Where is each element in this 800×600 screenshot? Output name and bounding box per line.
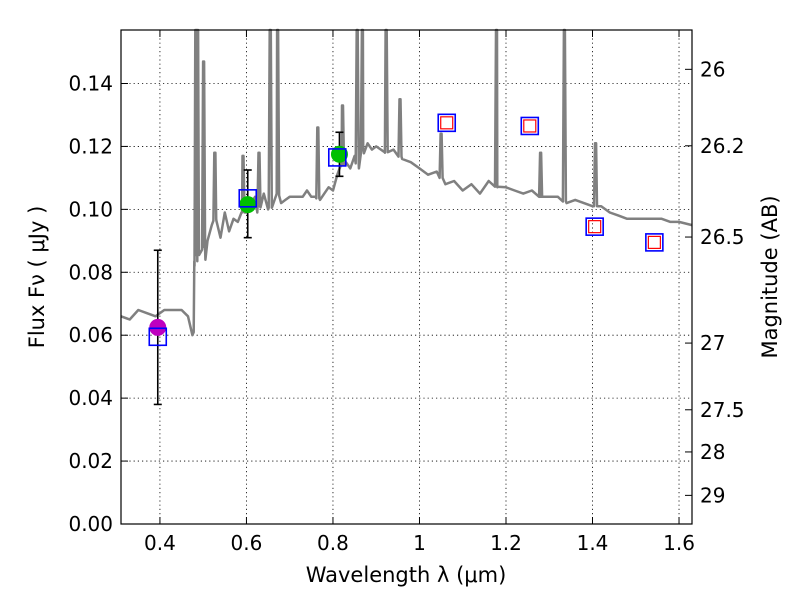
red-square-points [440,116,661,249]
y-tick-label: 0.04 [68,386,113,410]
x-tick-label: 1.4 [577,531,609,555]
x-tick-label: 0.8 [317,531,349,555]
y-tick-label: 0.06 [68,323,113,347]
model-spectrum [120,28,693,337]
model-square [520,116,540,136]
model-square [585,217,604,236]
red-square [523,119,537,133]
x-tick-labels: 0.4 0.6 0.8 1 1.2 1.4 1.6 [144,531,695,555]
x-tick-label: 1.2 [490,531,522,555]
y-tick-label: 0.02 [68,449,113,473]
y2-tick-label: 29 [700,483,725,507]
y2-tick-labels: 26 26.2 26.5 27 27.5 28 29 [700,57,745,507]
model-square [238,189,258,208]
y2-tick-label: 27 [700,331,725,355]
y2-tick-label: 27.5 [700,398,745,422]
y-tick-label: 0.10 [68,197,113,221]
y-tick-label: 0.14 [68,71,113,95]
observed-points [149,145,348,336]
axis-ticks [121,30,692,525]
error-bars [153,131,344,406]
red-square [588,220,602,234]
spectrum-line [120,28,693,337]
model-photometry-points [148,113,664,347]
y2-axis-label: Magnitude (AB) [758,195,782,358]
y2-tick-label: 26.2 [700,134,745,158]
plot-frame [120,29,693,525]
grid-lines [121,30,692,525]
y-tick-labels: 0.00 0.02 0.04 0.06 0.08 0.10 0.12 0.14 [68,71,113,536]
observed-point [149,318,167,336]
red-square [647,235,661,249]
x-tick-label: 0.6 [231,531,263,555]
y2-tick-label: 28 [700,440,725,464]
observed-point [239,196,257,214]
model-square [148,327,168,347]
model-square [645,233,664,252]
x-axis-label: Wavelength λ (μm) [306,563,507,587]
model-square [437,113,457,133]
x-tick-label: 0.4 [144,531,176,555]
y2-tick-label: 26.5 [700,225,745,249]
y-tick-label: 0.00 [68,512,113,536]
observed-point [330,145,348,163]
x-tick-label: 1.6 [663,531,695,555]
y-tick-label: 0.12 [68,134,113,158]
y2-tick-label: 26 [700,57,725,81]
x-tick-label: 1 [413,531,426,555]
y-axis-label: Flux Fν ( μJy ) [25,206,49,349]
y-tick-label: 0.08 [68,260,113,284]
model-square [327,148,347,167]
red-square [440,116,454,130]
